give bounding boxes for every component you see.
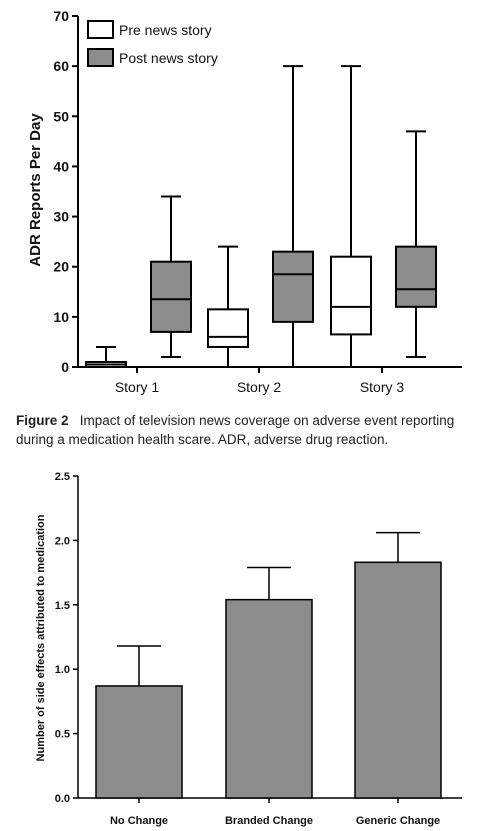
bar-chart-bars <box>95 531 442 799</box>
box-plot-chart: 0 10 20 30 40 50 60 70 Story 1 Story 2 Story 3 Pre… <box>27 8 462 395</box>
x-tick-label: Generic Change <box>356 815 440 827</box>
box-plot-boxes <box>85 65 437 369</box>
x-tick-label: Story 3 <box>360 379 405 395</box>
y-tick-label: 60 <box>53 58 69 74</box>
x-tick-label: No Change <box>110 815 168 827</box>
y-tick-label: 40 <box>53 158 69 174</box>
figure-caption-text: Impact of television news coverage on ad… <box>16 413 455 447</box>
bar <box>354 561 442 799</box>
box-body <box>207 308 249 348</box>
x-tick-label: Story 1 <box>115 379 160 395</box>
y-tick-label: 50 <box>53 108 69 124</box>
y-tick-label: 30 <box>53 209 69 225</box>
box-plot-y-axis-label: ADR Reports Per Day <box>27 113 44 267</box>
y-tick-label: 2.0 <box>55 535 70 547</box>
y-tick-label: 20 <box>53 259 69 275</box>
bar-chart-y-axis-label: Number of side effects attributed to med… <box>35 514 47 761</box>
y-tick-label: 0 <box>61 359 69 375</box>
figure-caption: Figure 2 Impact of television news cover… <box>16 411 468 449</box>
box-body <box>330 255 372 336</box>
y-tick-label: 70 <box>53 8 69 24</box>
box-plot-legend: Pre news story Post news story <box>87 20 218 67</box>
bar-chart: 0.0 0.5 1.0 1.5 2.0 2.5 No Change Branded Chang… <box>35 471 462 827</box>
box-body <box>395 245 437 308</box>
y-tick-label: 1.5 <box>55 600 70 612</box>
bar <box>95 685 183 799</box>
x-tick-label: Branded Change <box>225 815 313 827</box>
box-post-3 <box>395 130 437 358</box>
y-tick-label: 0.5 <box>55 729 70 741</box>
box-pre-3 <box>330 65 372 368</box>
legend-label: Post news story <box>119 50 218 66</box>
legend-swatch <box>87 48 114 67</box>
y-tick-label: 1.0 <box>55 664 70 676</box>
box-post-1 <box>150 195 192 358</box>
box-post-2 <box>272 65 314 368</box>
box-pre-2 <box>207 245 249 368</box>
legend-label: Pre news story <box>119 22 212 38</box>
y-tick-label: 10 <box>53 309 69 325</box>
x-tick-label: Story 2 <box>237 379 282 395</box>
box-pre-1 <box>85 345 127 369</box>
figure-caption-label: Figure 2 <box>16 413 69 428</box>
box-plot-axes: 0 10 20 30 40 50 60 70 Story 1 Story 2 Story 3 <box>53 8 462 395</box>
box-body <box>272 250 314 323</box>
box-body <box>150 260 192 333</box>
legend-swatch <box>87 20 114 39</box>
bar <box>225 598 313 799</box>
y-tick-label: 0.0 <box>55 793 70 805</box>
y-tick-label: 2.5 <box>55 471 70 483</box>
